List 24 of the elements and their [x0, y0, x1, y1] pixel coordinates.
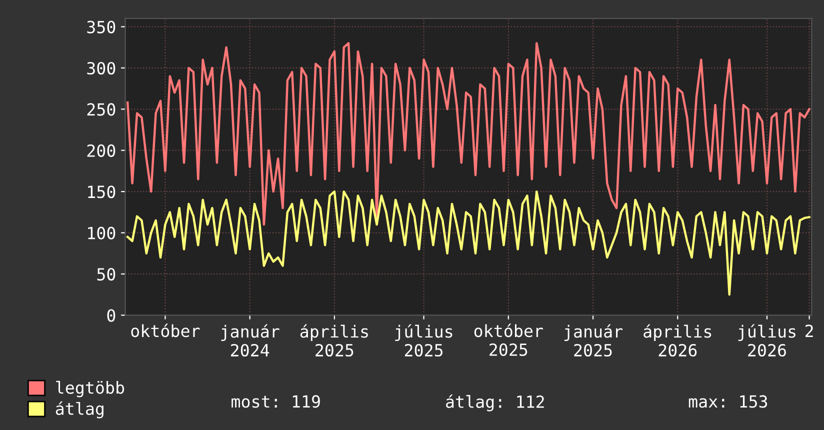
y-tick-label: 200: [87, 144, 116, 157]
y-tick-label: 300: [87, 62, 116, 75]
y-tick-label: 100: [88, 226, 116, 240]
y-tick-label: 350: [87, 20, 116, 34]
text: most: 119: [232, 395, 320, 408]
x-tick-label: január 2025: [564, 324, 622, 357]
x-tick-label: 2: [806, 324, 813, 337]
line-series: [126, 42, 810, 226]
text: átlag: 112: [446, 394, 544, 412]
y-tick-label: 50: [97, 268, 116, 281]
x-tick-label: április 2026: [644, 324, 712, 357]
y-tick-label: 0: [107, 309, 116, 322]
x-tick-label: július 2025: [395, 324, 452, 357]
x-tick-label: január 2024: [221, 324, 280, 357]
x-tick-label: július 2026: [738, 324, 796, 357]
legend-label: legtöbb: [56, 380, 124, 398]
x-tick-label: október: [131, 324, 200, 338]
y-tick-label: 250: [87, 103, 116, 116]
x-tick-label: április 2025: [300, 324, 368, 357]
legend-label: átlag: [56, 401, 104, 418]
text: max: 153: [688, 395, 768, 408]
y-tick-label: 150: [88, 186, 116, 198]
line-series: [126, 190, 810, 296]
x-tick-label: október 2025: [474, 324, 543, 356]
